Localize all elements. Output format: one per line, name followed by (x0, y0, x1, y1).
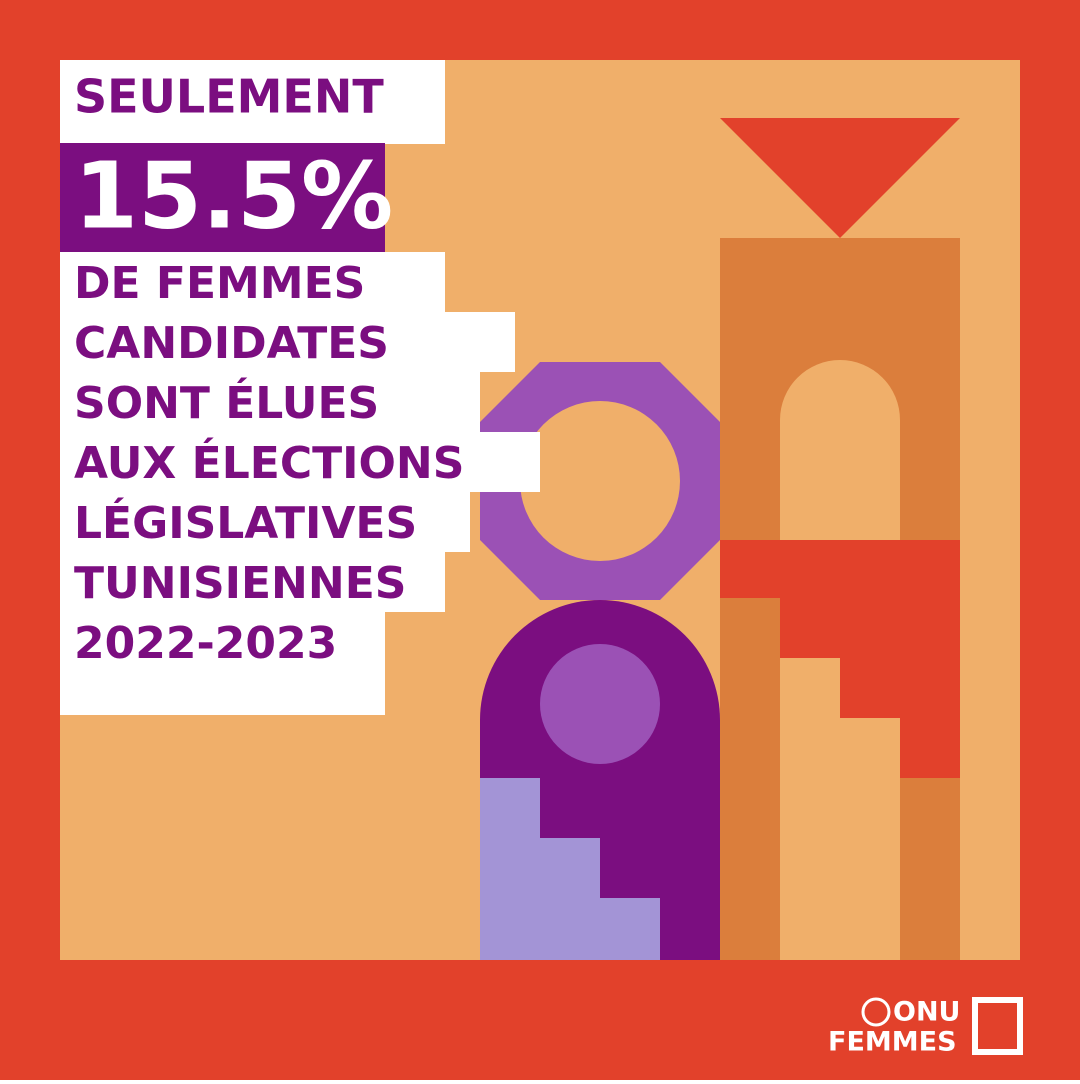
text-box (60, 252, 445, 312)
headline-line: LÉGISLATIVES (74, 496, 417, 549)
headline-line: DE FEMMES (74, 258, 365, 309)
headline-line: TUNISIENNES (74, 558, 406, 609)
intro: SEULEMENT (74, 70, 384, 124)
octagon-hole (520, 401, 680, 561)
text-box (60, 312, 515, 372)
lavender-steps (480, 778, 660, 960)
text-box (60, 60, 445, 144)
arch (780, 360, 900, 540)
lines: DE FEMMES CANDIDATES SONT ÉLUES AUX ÉLECTIO… (60, 252, 540, 715)
headline-line: CANDIDATES (74, 318, 389, 369)
text-box (60, 612, 385, 715)
logo: ONU FEMMES (828, 997, 1023, 1058)
logo-mark (972, 997, 1023, 1055)
logo-emblem (861, 997, 891, 1027)
triangle (720, 118, 960, 238)
purple-circle (540, 644, 660, 764)
logo-line1: ONU (893, 997, 960, 1028)
text-box (60, 492, 470, 552)
peach-steps (780, 658, 900, 960)
text-box (60, 372, 480, 432)
text-box (60, 552, 445, 612)
logo-line2: FEMMES (828, 1027, 957, 1058)
figure: 15.5% (74, 142, 393, 249)
headline-line: 2022-2023 (74, 618, 337, 669)
figure-box (60, 143, 385, 253)
headline-line: AUX ÉLECTIONS (74, 436, 464, 489)
text-box (60, 432, 540, 492)
headline-line: SONT ÉLUES (74, 376, 379, 429)
